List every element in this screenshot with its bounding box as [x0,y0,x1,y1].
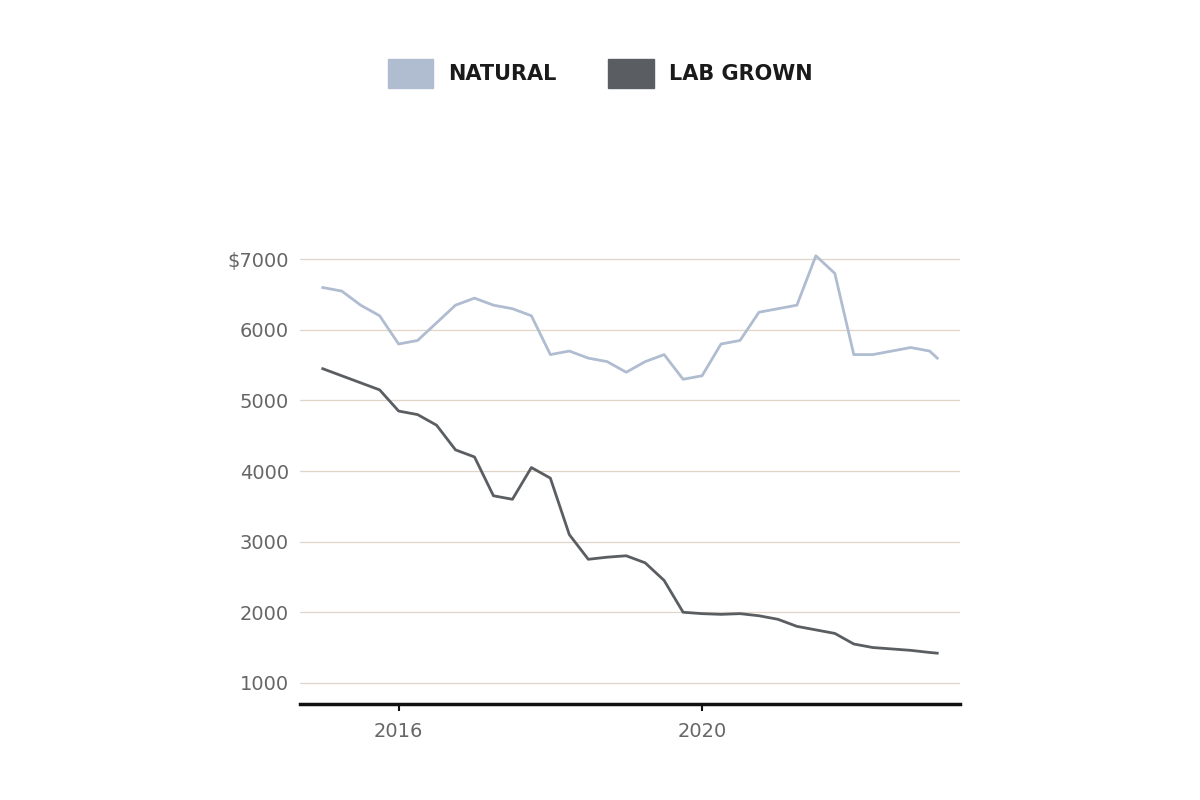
Legend: NATURAL, LAB GROWN: NATURAL, LAB GROWN [379,50,821,97]
